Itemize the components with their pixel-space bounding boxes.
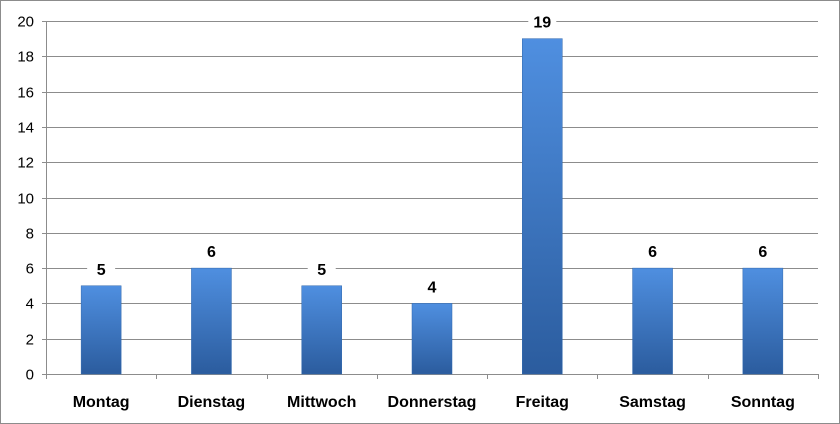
- x-category-label: Dienstag: [178, 394, 246, 411]
- data-label: 5: [97, 262, 106, 279]
- y-tick-label: 20: [17, 14, 34, 31]
- gridlines: [42, 21, 819, 379]
- data-label: 19: [533, 15, 551, 32]
- y-tick-label: 16: [17, 85, 34, 102]
- x-category-label: Montag: [73, 394, 130, 411]
- y-tick-label: 12: [17, 155, 34, 172]
- x-category-label: Freitag: [516, 394, 569, 411]
- bar-freitag: [522, 38, 563, 375]
- y-axis-tick-labels: 0 2 4 6 8 10 12 14 16 18 20: [17, 14, 34, 384]
- y-tick-label: 14: [17, 120, 34, 137]
- bar-mittwoch: [301, 285, 342, 375]
- bars: [80, 38, 784, 375]
- data-label: 4: [428, 279, 437, 296]
- x-category-label: Samstag: [619, 394, 686, 411]
- y-tick-label: 18: [17, 49, 34, 66]
- data-label-background: [197, 240, 226, 263]
- data-label-background: [307, 257, 336, 280]
- data-label-background: [638, 240, 667, 263]
- y-tick-label: 4: [26, 296, 34, 313]
- data-label-background: [87, 257, 116, 280]
- bar-sonntag: [742, 267, 784, 375]
- x-category-label: Mittwoch: [287, 394, 356, 411]
- data-label-background: [748, 240, 777, 263]
- x-category-label: Donnerstag: [388, 394, 477, 411]
- data-label: 6: [207, 244, 216, 261]
- bar-samstag: [632, 267, 673, 375]
- bar-dienstag: [191, 267, 232, 375]
- x-category-label: Sonntag: [731, 394, 795, 411]
- data-label-background: [528, 10, 557, 33]
- y-tick-label: 2: [26, 332, 34, 349]
- bar-donnerstag: [411, 303, 453, 375]
- y-tick-label: 6: [26, 261, 34, 278]
- data-label-background: [418, 275, 446, 298]
- data-label: 6: [758, 244, 767, 261]
- bar-montag: [80, 285, 122, 375]
- y-tick-label: 0: [26, 367, 34, 384]
- data-label: 6: [648, 244, 657, 261]
- data-label: 5: [317, 262, 326, 279]
- y-tick-label: 10: [17, 191, 34, 208]
- x-axis-category-labels: Montag Dienstag Mittwoch Donnerstag Freitag S…: [73, 394, 795, 411]
- data-labels: 5 6 5 4 19 6 6: [87, 10, 777, 298]
- y-tick-label: 8: [26, 226, 34, 243]
